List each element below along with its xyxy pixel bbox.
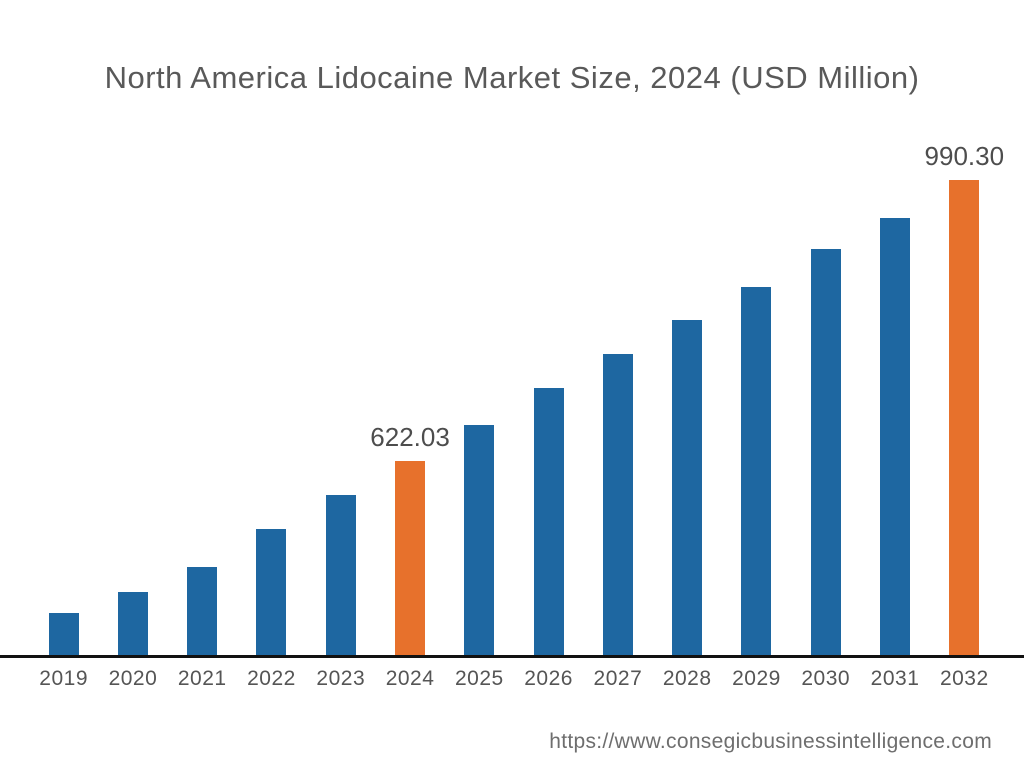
bar-column-2030 <box>791 0 860 655</box>
x-axis-tick-label-2021: 2021 <box>177 667 227 690</box>
bar-2030 <box>810 249 841 655</box>
x-axis-tick-label-2019: 2019 <box>39 667 88 690</box>
plot-area: 622.03 990.30 <box>29 0 1004 655</box>
x-axis-tick-label-2024: 2024 <box>385 667 435 690</box>
x-axis-tick-label-2029: 2029 <box>732 667 781 690</box>
bar-column-2021 <box>168 0 237 655</box>
x-axis-tick-label-2022: 2022 <box>247 667 296 690</box>
x-axis-tick-label-2025: 2025 <box>454 667 504 690</box>
bar-column-2029 <box>722 0 791 655</box>
bar-column-2022 <box>237 0 306 655</box>
bar-value-label-2024: 622.03 <box>370 422 450 452</box>
bar-2020 <box>117 592 148 655</box>
x-axis-tick-label-2028: 2028 <box>662 667 712 690</box>
bar-2027 <box>602 354 633 655</box>
source-url: https://www.consegicbusinessintelligence… <box>549 730 992 753</box>
bar-column-2025 <box>445 0 514 655</box>
bar-column-2019 <box>29 0 98 655</box>
bar-2019 <box>48 613 79 655</box>
x-axis-tick-label-2032: 2032 <box>939 667 989 690</box>
bar-2025 <box>464 425 495 655</box>
x-axis-tick-label-2030: 2030 <box>801 667 851 690</box>
bar-2031 <box>880 218 911 655</box>
bar-column-2032: 990.30 <box>925 0 1004 655</box>
bar-value-label-2032: 990.30 <box>924 141 1005 171</box>
bar-column-2028 <box>653 0 722 655</box>
bar-column-2024: 622.03 <box>370 0 450 655</box>
x-axis-line <box>0 655 1024 658</box>
x-axis-tick-label-2026: 2026 <box>524 667 573 690</box>
bar-2028 <box>672 320 703 655</box>
bar-column-2023 <box>306 0 375 655</box>
bar-2032 <box>949 180 980 655</box>
chart-title: North America Lidocaine Market Size, 202… <box>104 60 920 95</box>
bar-column-2020 <box>98 0 167 655</box>
x-axis-tick-label-2031: 2031 <box>870 667 920 690</box>
bar-column-2026 <box>514 0 583 655</box>
bar-column-2027 <box>583 0 652 655</box>
bar-2026 <box>533 388 564 655</box>
bar-2024 <box>395 461 426 655</box>
bar-2021 <box>187 567 218 655</box>
x-axis-tick-label-2020: 2020 <box>108 667 158 690</box>
x-axis-tick-row: 2019 2020 2021 2022 2023 2024 2025 2026 2027 2028… <box>29 667 999 691</box>
bar-2022 <box>256 529 287 655</box>
bar-column-2031 <box>860 0 929 655</box>
x-axis-tick-label-2027: 2027 <box>593 667 643 690</box>
bar-2029 <box>741 287 772 655</box>
bar-2023 <box>325 495 356 655</box>
x-axis-tick-label-2023: 2023 <box>316 667 366 690</box>
